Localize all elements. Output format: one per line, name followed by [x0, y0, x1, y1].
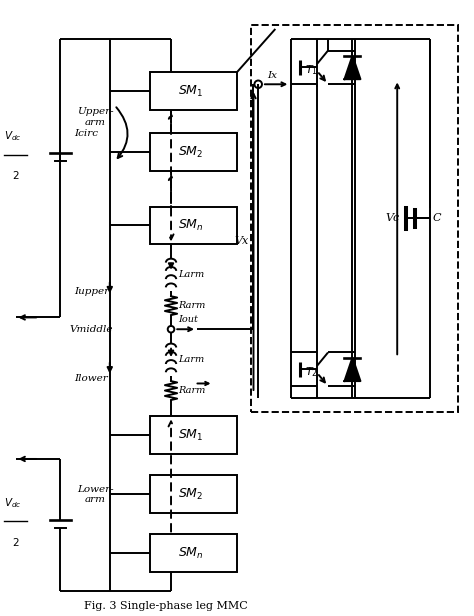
Bar [251, 25, 458, 411]
Text: $T_2$: $T_2$ [305, 365, 318, 379]
Bar [150, 535, 237, 572]
Text: $T_1$: $T_1$ [305, 63, 318, 76]
Text: Fig. 3 Single-phase leg MMC: Fig. 3 Single-phase leg MMC [84, 601, 248, 611]
Text: Rarm: Rarm [178, 301, 205, 310]
Text: $SM_1$: $SM_1$ [178, 83, 204, 99]
Text: $SM_n$: $SM_n$ [178, 218, 204, 233]
Polygon shape [345, 357, 360, 381]
Text: Icirc: Icirc [74, 129, 99, 138]
Text: Rarm: Rarm [178, 386, 205, 395]
Text: Lower-
arm: Lower- arm [77, 485, 114, 504]
Bar [150, 134, 237, 171]
Polygon shape [345, 55, 360, 79]
Text: $V_{dc}$: $V_{dc}$ [4, 129, 21, 143]
Text: Upper-
arm: Upper- arm [77, 107, 114, 127]
Text: $2$: $2$ [12, 535, 19, 548]
Text: $V_{dc}$: $V_{dc}$ [4, 496, 21, 509]
Text: $2$: $2$ [12, 169, 19, 181]
Text: $SM_n$: $SM_n$ [178, 546, 204, 561]
Text: Larm: Larm [178, 270, 204, 280]
Bar [150, 72, 237, 110]
Text: Vx: Vx [235, 236, 249, 246]
Text: $SM_2$: $SM_2$ [178, 145, 204, 160]
Bar [150, 476, 237, 513]
Text: C: C [433, 213, 441, 224]
Text: $SM_2$: $SM_2$ [178, 487, 204, 502]
Text: Larm: Larm [178, 355, 204, 365]
Text: Ix: Ix [268, 71, 278, 80]
Text: $SM_1$: $SM_1$ [178, 428, 204, 443]
Text: Iupper: Iupper [74, 287, 109, 296]
Text: Vmiddle: Vmiddle [70, 325, 113, 334]
Bar [150, 416, 237, 454]
Bar [150, 206, 237, 245]
Text: Vc: Vc [385, 213, 400, 224]
Text: Iout: Iout [178, 315, 198, 324]
Text: Ilower: Ilower [74, 375, 108, 383]
